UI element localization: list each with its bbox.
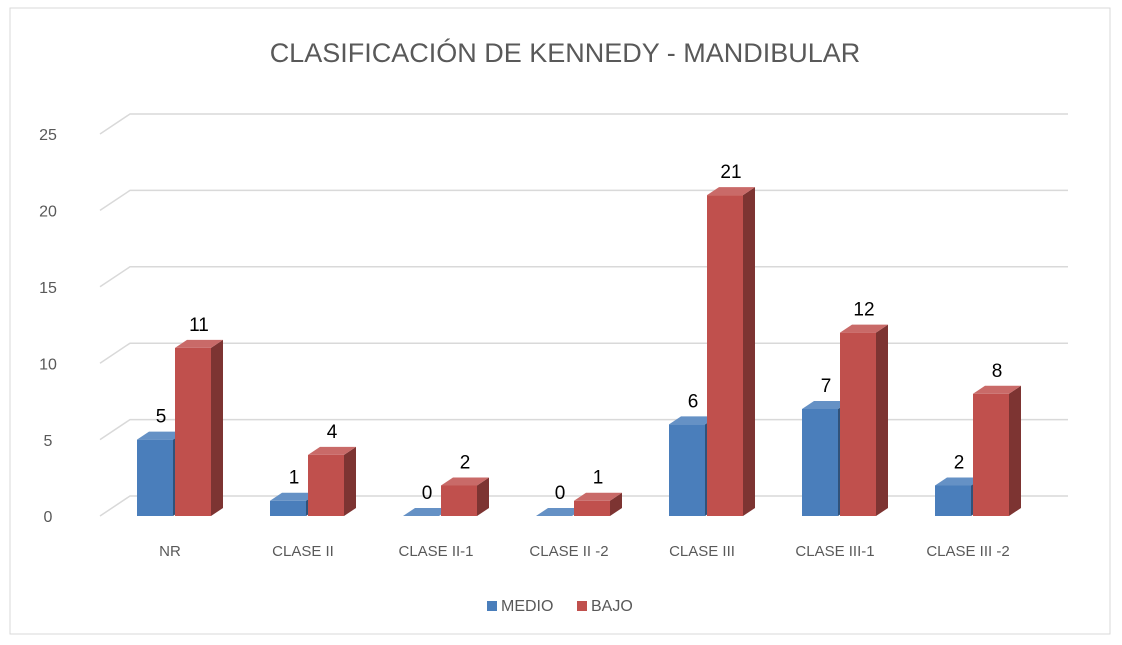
legend-swatch [577,601,587,611]
bar-front [270,500,306,516]
bar [308,446,356,516]
bar-side [477,477,489,516]
bar [707,187,755,516]
data-label: 0 [555,483,566,504]
x-tick-label: CLASE II [272,543,334,560]
chart-title: CLASIFICACIÓN DE KENNEDY - MANDIBULAR [270,37,861,68]
bar [840,324,888,516]
data-label: 7 [821,376,832,397]
bar-side [211,339,223,516]
bar-side [876,324,888,516]
y-tick-label: 20 [39,204,57,221]
x-tick-label: CLASE III [669,543,735,560]
grid-line [99,342,1068,364]
y-tick-label: 10 [39,356,57,373]
bar-front [973,393,1009,516]
bar-front [707,195,743,516]
bar [973,385,1021,516]
y-tick-label: 0 [44,509,53,526]
data-label: 1 [593,468,604,489]
y-tick-label: 5 [44,433,53,450]
bar-top [707,187,755,196]
bar-front [574,500,610,516]
grid-line [99,495,1068,517]
x-tick-label: CLASE III -2 [926,543,1009,560]
bar-top [840,324,888,333]
grid-line [99,189,1068,212]
bar-front [840,332,876,516]
bar-side [610,492,622,516]
bar-top [403,508,451,516]
x-tick-label: CLASE III-1 [795,543,874,560]
bar [536,508,584,516]
bar-side [344,446,356,516]
x-tick-label: CLASE II-1 [398,543,473,560]
data-label: 11 [189,315,209,336]
bar-top [308,446,356,455]
bar-top [536,508,584,516]
bar-side [743,187,755,516]
bar-side [1009,385,1021,516]
bar [441,477,489,516]
bar [574,492,622,516]
y-tick-label: 15 [39,280,57,297]
bar-top [973,385,1021,394]
chart-border [9,7,1111,635]
bar-front [175,347,211,516]
grid-line [99,266,1068,288]
bar-top [935,477,983,486]
bar [175,339,223,516]
bar-top [574,492,622,501]
data-label: 6 [688,391,699,412]
bar-front [935,485,971,516]
bar-front [669,424,705,516]
x-tick-label: NR [159,543,181,560]
data-label: 4 [327,422,338,443]
legend-label: MEDIO [501,598,553,615]
data-label: 5 [156,407,167,428]
legend-swatch [487,601,497,611]
bar-top [137,431,185,440]
grid-line [99,418,1068,441]
legend-label: BAJO [591,598,633,615]
data-label: 12 [853,300,874,321]
bar-top [802,401,850,410]
data-label: 1 [289,468,300,489]
data-label: 0 [422,483,433,504]
grid-line [99,113,1068,135]
bar-top [669,416,717,425]
data-label: 8 [992,361,1003,382]
bar-front [137,439,173,516]
data-label: 2 [460,452,471,473]
bar-front [802,409,838,516]
y-tick-label: 25 [39,127,57,144]
x-tick-label: CLASE II -2 [529,543,608,560]
bar-top [270,492,318,501]
data-label: 2 [954,452,965,473]
bar-top [175,339,223,348]
bar-top [441,477,489,486]
bar-front [308,454,344,516]
bar-front [441,485,477,516]
bar [403,508,451,516]
data-label: 21 [720,162,741,183]
